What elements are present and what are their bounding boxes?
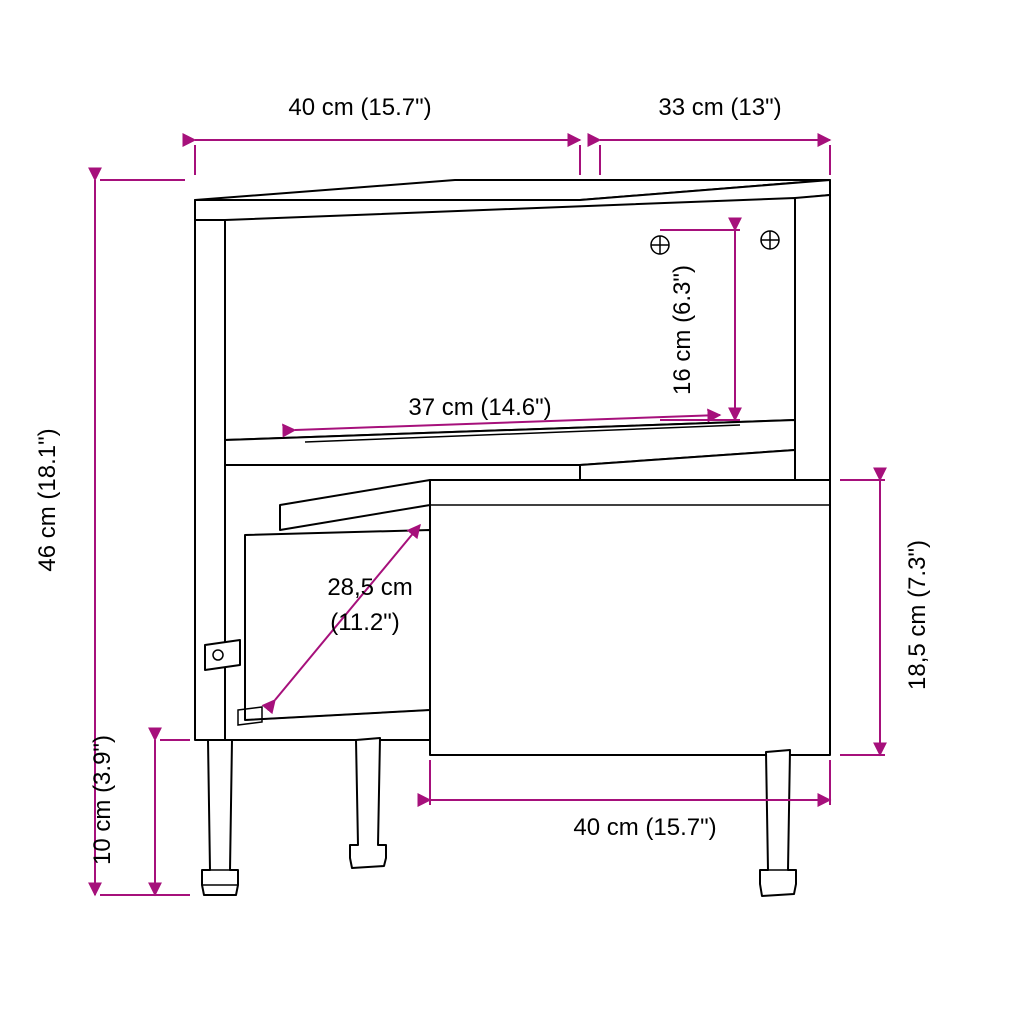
dimension-label: 33 cm (13"): [658, 94, 781, 121]
dimension-label: (11.2"): [330, 609, 399, 636]
dimension-label: 40 cm (15.7"): [573, 814, 716, 841]
dimension-label: 18,5 cm (7.3"): [904, 540, 931, 690]
dimension-label: 37 cm (14.6"): [408, 394, 551, 421]
dimension-label: 10 cm (3.9"): [89, 735, 116, 865]
dimension-label: 16 cm (6.3"): [669, 265, 696, 395]
dimension-label: 46 cm (18.1"): [34, 428, 61, 571]
dimension-label: 40 cm (15.7"): [288, 94, 431, 121]
dimension-label: 28,5 cm: [327, 574, 412, 601]
